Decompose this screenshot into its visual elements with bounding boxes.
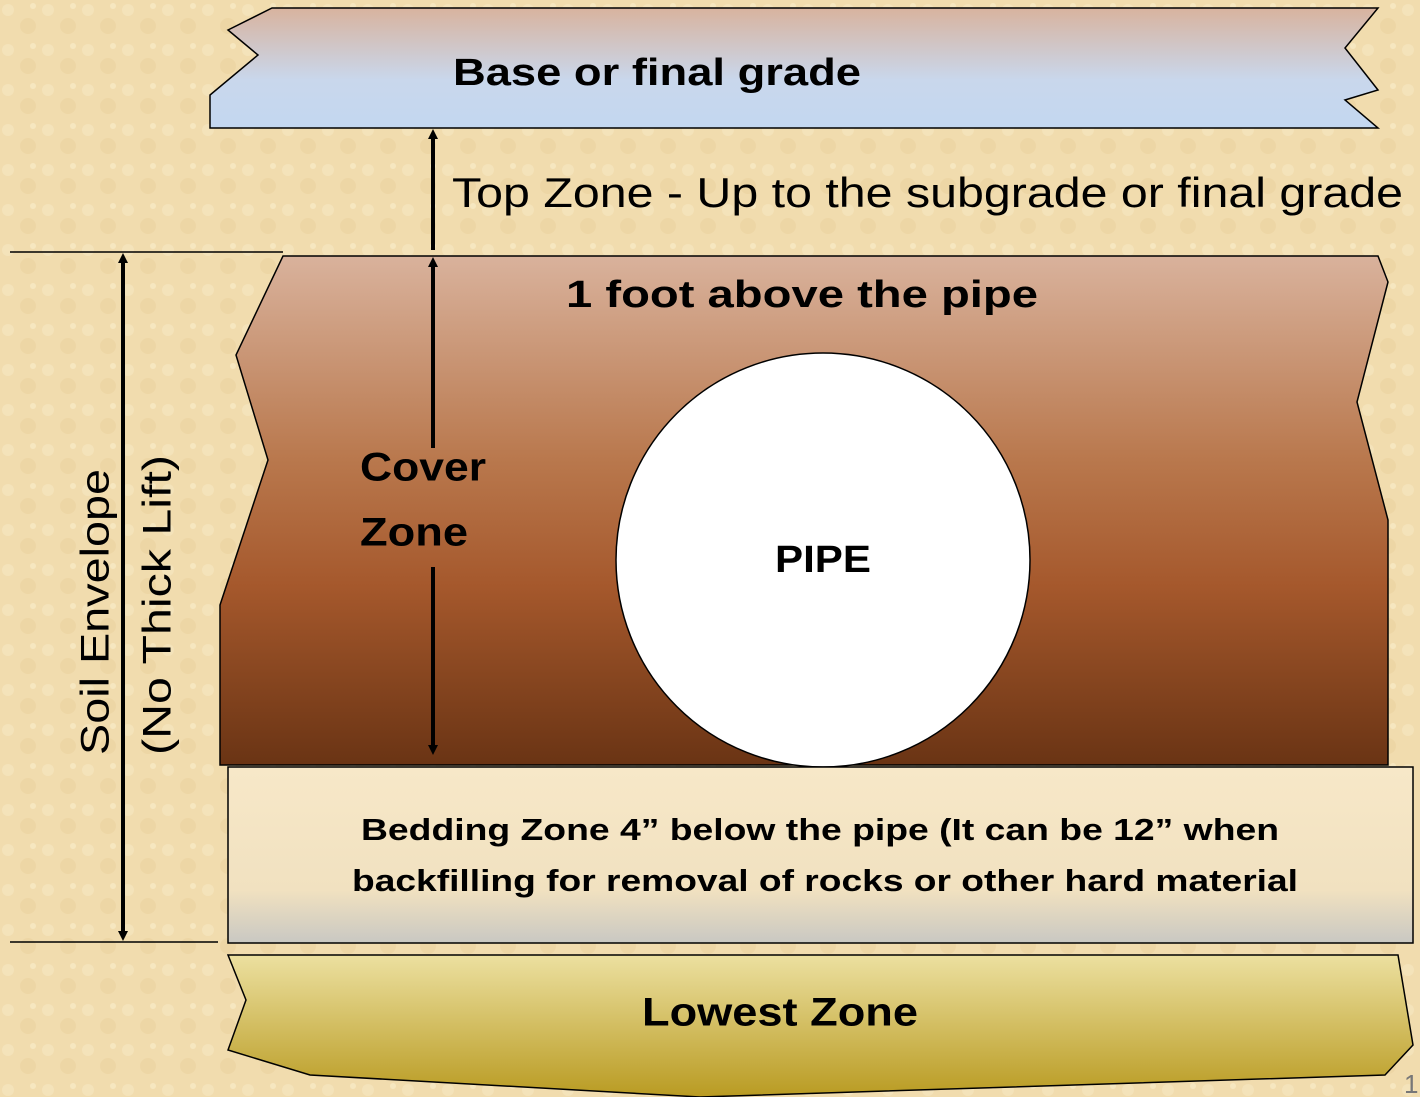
top-band-label: Base or final grade <box>453 52 861 94</box>
bedding-band <box>227 766 1414 944</box>
soil-envelope-label: (No Thick Lift) <box>136 455 180 755</box>
pipe-label: PIPE <box>775 539 871 581</box>
cover-zone-label: Cover <box>360 446 486 490</box>
top-band <box>209 7 1381 129</box>
lowest-band <box>226 954 1414 1097</box>
cover-zone-label: Zone <box>360 511 468 555</box>
lowest-label: Lowest Zone <box>642 991 918 1035</box>
page-number: 1 <box>1404 1069 1418 1097</box>
soil-envelope-label: Soil Envelope <box>74 469 118 755</box>
bedding-label: backfilling for removal of rocks or othe… <box>352 863 1298 898</box>
top-zone-label: Top Zone - Up to the subgrade or final g… <box>452 169 1403 216</box>
bedding-label: Bedding Zone 4” below the pipe (It can b… <box>361 812 1279 847</box>
cover-band-label: 1 foot above the pipe <box>566 274 1038 316</box>
